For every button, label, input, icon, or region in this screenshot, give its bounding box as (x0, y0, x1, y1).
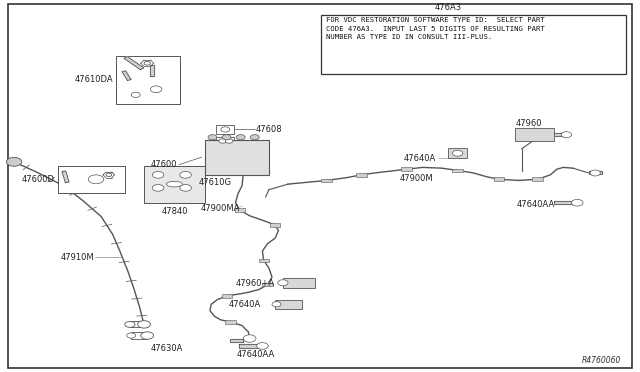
Polygon shape (554, 201, 579, 205)
Bar (270, 223, 280, 227)
Text: 47640AA: 47640AA (237, 350, 275, 359)
Circle shape (452, 150, 463, 156)
Circle shape (125, 321, 135, 327)
Circle shape (272, 302, 281, 307)
Circle shape (250, 135, 259, 140)
Circle shape (257, 343, 268, 349)
Bar (58, 166, 125, 193)
Circle shape (127, 333, 136, 338)
Circle shape (221, 127, 230, 132)
Circle shape (590, 170, 600, 176)
Text: 476A3: 476A3 (435, 3, 461, 12)
Text: FOR VDC RESTORATION SOFTWARE TYPE ID:  SELECT PART
CODE 476A3.  INPUT LAST 5 DIG: FOR VDC RESTORATION SOFTWARE TYPE ID: SE… (326, 17, 545, 41)
Bar (275, 300, 302, 309)
Text: 47610G: 47610G (198, 178, 232, 187)
Bar (515, 128, 554, 141)
Bar (448, 148, 467, 158)
Text: 47640A: 47640A (403, 154, 435, 163)
Polygon shape (150, 65, 154, 76)
Circle shape (572, 199, 583, 206)
Text: 47960: 47960 (515, 119, 541, 128)
Bar (452, 169, 463, 172)
Circle shape (219, 139, 227, 143)
Circle shape (141, 332, 154, 339)
Text: 47600: 47600 (151, 160, 177, 169)
Circle shape (152, 171, 164, 178)
Text: 47610DA: 47610DA (75, 76, 113, 84)
Text: 47640AA: 47640AA (517, 200, 556, 209)
Polygon shape (122, 71, 131, 80)
Text: 47900M: 47900M (400, 174, 434, 183)
Circle shape (138, 321, 150, 328)
Circle shape (208, 135, 217, 140)
Bar (116, 56, 180, 104)
Bar (494, 177, 504, 181)
Circle shape (150, 86, 162, 93)
Polygon shape (239, 344, 264, 347)
Bar (283, 278, 315, 288)
Text: 47960+A: 47960+A (236, 279, 275, 288)
Bar (401, 167, 412, 171)
Bar (205, 140, 269, 175)
Bar (321, 179, 332, 182)
FancyBboxPatch shape (321, 15, 626, 74)
Text: 47840: 47840 (161, 207, 188, 216)
Circle shape (236, 135, 245, 140)
Text: 47640A: 47640A (229, 300, 261, 309)
Circle shape (106, 173, 111, 177)
Circle shape (88, 175, 104, 184)
Bar (532, 177, 543, 181)
Text: 47608: 47608 (256, 125, 283, 134)
Circle shape (180, 185, 191, 191)
Circle shape (222, 135, 231, 140)
Polygon shape (589, 171, 602, 174)
Bar (131, 332, 147, 339)
Bar (225, 320, 236, 324)
Polygon shape (62, 171, 69, 183)
Text: 47600D: 47600D (21, 175, 54, 184)
Circle shape (225, 139, 233, 143)
Circle shape (6, 157, 22, 166)
Circle shape (561, 132, 572, 138)
Ellipse shape (166, 182, 182, 187)
Bar (216, 125, 234, 134)
Circle shape (180, 171, 191, 178)
Circle shape (152, 185, 164, 191)
Bar (216, 137, 234, 145)
Bar (259, 259, 269, 262)
Circle shape (278, 280, 288, 286)
Bar (130, 321, 144, 327)
Bar (235, 208, 245, 212)
Circle shape (131, 92, 140, 97)
Bar (356, 173, 367, 177)
Polygon shape (230, 339, 243, 341)
Text: 47910M: 47910M (61, 253, 95, 262)
Polygon shape (124, 57, 144, 70)
Bar (222, 294, 232, 298)
Text: R4760060: R4760060 (581, 356, 621, 365)
Text: 47630A: 47630A (150, 344, 183, 353)
Circle shape (243, 335, 256, 342)
Bar (144, 166, 205, 203)
Circle shape (144, 61, 150, 65)
Polygon shape (554, 133, 568, 136)
Text: 47900MA: 47900MA (200, 204, 240, 213)
Bar (262, 283, 273, 286)
